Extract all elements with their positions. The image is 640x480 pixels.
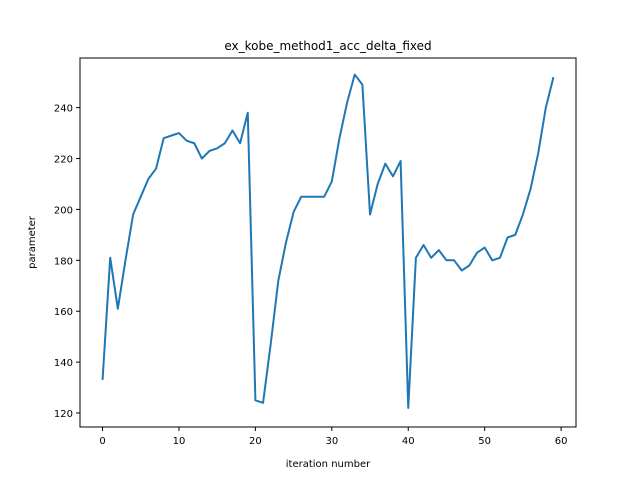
data-point [224, 142, 226, 144]
data-point [530, 188, 532, 190]
y-tick-label: 160 [54, 307, 73, 318]
data-point [277, 280, 279, 282]
data-point [384, 163, 386, 165]
data-point [201, 158, 203, 160]
chart-title: ex_kobe_method1_acc_delta_fixed [224, 39, 431, 53]
data-point [132, 214, 134, 216]
data-point [507, 236, 509, 238]
data-point [155, 168, 157, 170]
data-point [361, 84, 363, 86]
x-tick-label: 20 [249, 436, 262, 447]
data-point [552, 76, 554, 78]
x-axis: 0 10 20 30 40 50 60 [99, 427, 567, 447]
data-point [170, 135, 172, 137]
x-tick-label: 30 [325, 436, 338, 447]
data-point [231, 130, 233, 132]
data-point [140, 196, 142, 198]
x-tick-label: 50 [478, 436, 491, 447]
data-point [300, 196, 302, 198]
data-point [484, 247, 486, 249]
data-point [400, 160, 402, 162]
x-tick-label: 40 [402, 436, 415, 447]
data-point [369, 214, 371, 216]
data-point [285, 242, 287, 244]
data-point [438, 249, 440, 251]
data-point [117, 308, 119, 310]
data-point [102, 379, 104, 381]
data-point [262, 402, 264, 404]
data-point [522, 214, 524, 216]
data-point [308, 196, 310, 198]
y-axis-label: parameter [27, 215, 38, 269]
data-point [537, 152, 539, 154]
x-tick-label: 0 [99, 436, 105, 447]
data-point [163, 137, 165, 139]
plot-area [79, 57, 577, 428]
data-point [331, 180, 333, 182]
data-point [270, 343, 272, 345]
y-tick-label: 200 [54, 205, 73, 216]
data-point [468, 264, 470, 266]
x-tick-label: 10 [173, 436, 186, 447]
data-point [124, 259, 126, 261]
data-point [476, 252, 478, 254]
x-axis-label: iteration number [286, 459, 371, 470]
data-point [346, 102, 348, 104]
data-point [293, 211, 295, 213]
series-line [101, 73, 555, 409]
y-tick-label: 220 [54, 155, 73, 166]
data-point [415, 257, 417, 259]
data-point [247, 112, 249, 114]
data-point [461, 269, 463, 271]
data-point [430, 257, 432, 259]
data-point [407, 407, 409, 409]
data-point [338, 137, 340, 139]
data-point [109, 257, 111, 259]
y-axis: 120 140 160 180 200 220 240 [54, 104, 80, 420]
data-point [423, 244, 425, 246]
data-point [491, 259, 493, 261]
data-point [186, 140, 188, 142]
data-point [323, 196, 325, 198]
data-point [209, 150, 211, 152]
y-tick-label: 140 [54, 358, 73, 369]
x-tick-label: 60 [555, 436, 568, 447]
data-point [377, 183, 379, 185]
data-point [514, 234, 516, 236]
data-point [545, 107, 547, 109]
y-tick-label: 120 [54, 409, 73, 420]
data-point [499, 257, 501, 259]
data-point [354, 74, 356, 76]
data-point [453, 259, 455, 261]
data-point [239, 142, 241, 144]
plot-frame [79, 57, 577, 428]
data-point [147, 178, 149, 180]
y-tick-label: 240 [54, 104, 73, 115]
data-point [254, 399, 256, 401]
data-point [216, 147, 218, 149]
y-tick-label: 180 [54, 256, 73, 267]
data-point [392, 175, 394, 177]
data-point [178, 132, 180, 134]
data-point [193, 142, 195, 144]
data-point [445, 259, 447, 261]
data-point [316, 196, 318, 198]
